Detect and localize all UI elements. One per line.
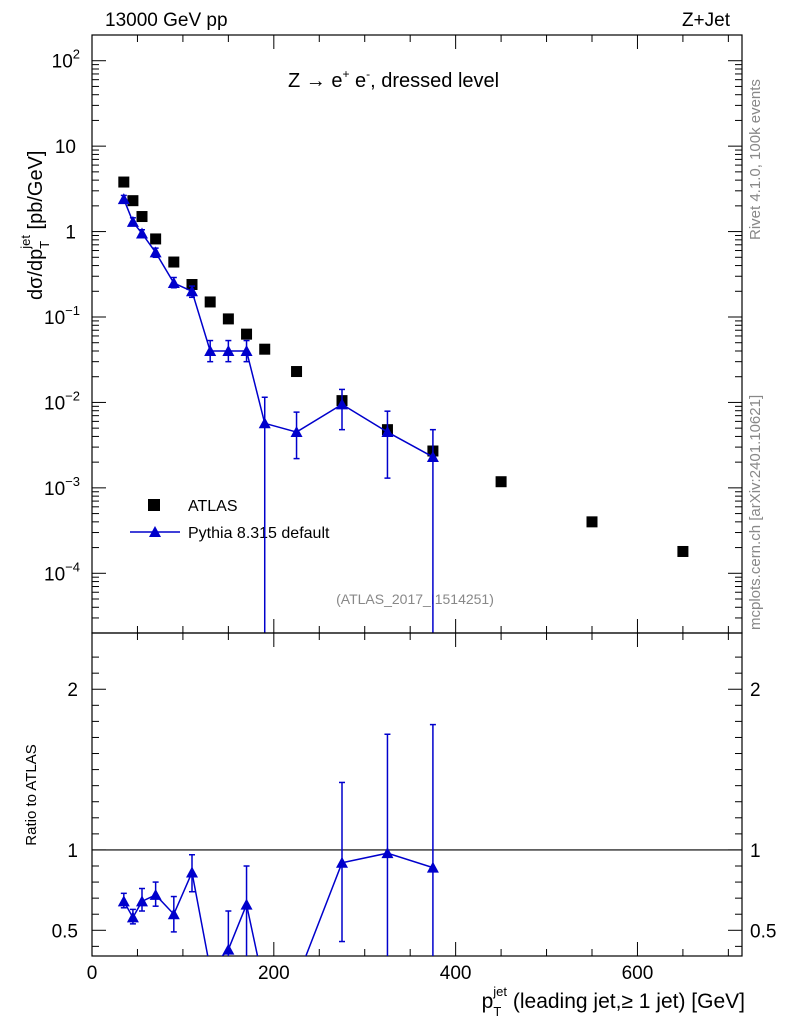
main-plot-area	[117, 176, 689, 633]
ratio-point	[240, 898, 253, 910]
x-tick-label: 200	[258, 963, 290, 984]
legend-pythia-label: Pythia 8.315 default	[188, 525, 330, 542]
atlas-point	[677, 545, 689, 557]
main-y-tick-label: 102	[52, 47, 80, 73]
ratio-point	[167, 908, 180, 920]
main-panel-frame	[91, 34, 743, 634]
pythia-point	[149, 246, 162, 258]
main-y-axis-label: dσ/dpTjet [pb/GeV]	[18, 151, 52, 300]
main-y-tick-label: 10−4	[44, 559, 80, 585]
atlas-point	[136, 211, 148, 223]
atlas-point	[495, 476, 507, 488]
ratio-point	[259, 984, 271, 995]
ratio-y-ticks: 0.5 0.5 1 1 2 2	[52, 656, 776, 947]
pythia-point	[186, 285, 198, 297]
main-y-tick-label: 10	[55, 137, 76, 158]
ratio-point	[426, 861, 439, 873]
atlas-point	[118, 176, 130, 188]
ratio-y-tick-label-right: 2	[750, 680, 761, 701]
main-y-tick-label: 10−1	[44, 303, 80, 329]
ratio-panel-frame	[91, 632, 743, 957]
ratio-point	[186, 866, 198, 878]
ratio-point	[291, 974, 303, 985]
ratio-plot-area	[92, 723, 742, 995]
pythia-point	[222, 344, 235, 356]
ratio-point	[381, 847, 394, 859]
ratio-x-ticks: 0 200 400 600	[87, 633, 729, 984]
ratio-point	[136, 895, 148, 907]
pythia-point	[336, 398, 348, 410]
atlas-point	[222, 313, 234, 325]
legend-atlas-marker	[148, 499, 160, 511]
main-y-ticks: 102 10 1 10−1 10−2 10−3 10−4	[44, 34, 742, 634]
pythia-point	[290, 426, 303, 438]
atlas-point	[259, 343, 271, 355]
x-tick-label: 600	[622, 963, 654, 984]
atlas-point	[186, 279, 198, 291]
pythia-point	[258, 417, 271, 429]
pythia-point	[426, 450, 439, 462]
x-tick-label: 0	[87, 963, 98, 984]
atlas-point	[241, 328, 253, 340]
atlas-point	[291, 366, 303, 378]
main-y-tick-label: 10−3	[44, 474, 80, 500]
ratio-y-axis-label: Ratio to ATLAS	[23, 744, 40, 845]
atlas-point	[150, 233, 162, 245]
pythia-line	[123, 198, 434, 458]
atlas-point	[127, 195, 139, 207]
ratio-point	[204, 963, 216, 974]
pythia-point	[240, 344, 253, 356]
main-y-tick-label: 10−2	[44, 388, 80, 414]
legend: ATLAS Pythia 8.315 default	[130, 498, 330, 542]
analysis-id: (ATLAS_2017_I1514251)	[336, 591, 494, 607]
side-text-bottom: mcplots.cern.ch [arXiv:2401.10621]	[747, 395, 764, 630]
legend-pythia-marker	[149, 526, 161, 537]
side-text-top: Rivet 4.1.0, 100k events	[747, 79, 764, 240]
pythia-point	[204, 344, 217, 356]
ratio-point	[126, 911, 139, 923]
pythia-point	[126, 215, 139, 227]
x-tick-label: 400	[440, 963, 472, 984]
header-right: Z+Jet	[682, 10, 731, 31]
process-annotation: Z → e+ e-, dressed level	[288, 67, 499, 92]
atlas-point	[204, 296, 216, 308]
ratio-point	[117, 895, 130, 907]
header-left: 13000 GeV pp	[105, 10, 228, 31]
pythia-point	[136, 227, 148, 239]
legend-atlas-label: ATLAS	[188, 498, 238, 515]
ratio-y-tick-label-left: 2	[67, 680, 78, 701]
pythia-point	[381, 426, 394, 438]
main-y-tick-label: 1	[65, 223, 76, 244]
pythia-point	[167, 277, 180, 289]
atlas-point	[168, 256, 180, 268]
ratio-point	[336, 856, 348, 868]
ratio-y-tick-label-left: 0.5	[52, 921, 78, 942]
ratio-point	[222, 943, 235, 955]
ratio-y-tick-label-right: 0.5	[750, 921, 776, 942]
pythia-point	[117, 193, 130, 205]
ratio-series	[117, 723, 439, 995]
main-x-ticks	[91, 35, 729, 633]
ratio-y-tick-label-left: 1	[67, 841, 78, 862]
atlas-point	[586, 516, 598, 528]
ratio-point	[149, 888, 162, 900]
x-axis-label: pTjet (leading jet,≥ 1 jet) [GeV]	[482, 984, 745, 1019]
ratio-y-tick-label-right: 1	[750, 841, 761, 862]
